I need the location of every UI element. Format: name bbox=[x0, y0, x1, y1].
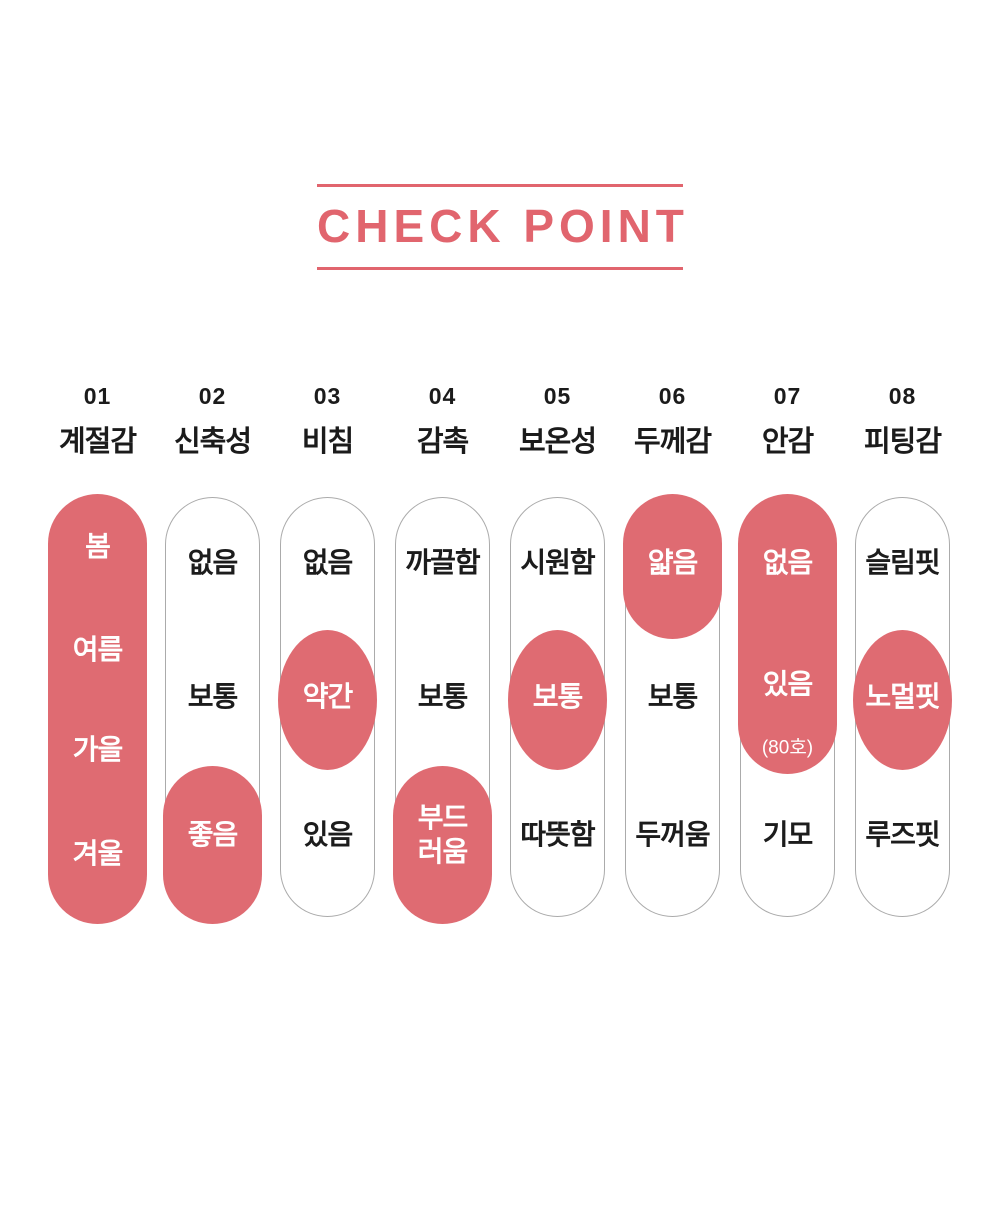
column-number: 03 bbox=[313, 382, 342, 409]
column-number: 05 bbox=[543, 382, 572, 409]
scale-option: 보통 bbox=[187, 680, 239, 712]
scale-option: 약간 bbox=[302, 680, 354, 712]
column-number: 07 bbox=[773, 382, 802, 409]
column-title: 안감 bbox=[761, 425, 814, 458]
option-sublabel: (80호) bbox=[761, 737, 814, 759]
page-title: CHECK POINT bbox=[317, 200, 689, 252]
option-scale: 없음 보통 좋음 bbox=[163, 496, 262, 924]
option-scale: 슬림핏 노멀핏 루즈핏 bbox=[853, 496, 952, 917]
scale-option: 두꺼움 bbox=[635, 818, 710, 850]
highlight-blob bbox=[278, 629, 377, 770]
highlight-blob bbox=[163, 765, 262, 924]
scale-option: 없음 bbox=[302, 546, 354, 578]
scale-option: 보통 bbox=[417, 680, 469, 712]
column-title: 신축성 bbox=[173, 425, 252, 458]
column-title: 비침 bbox=[301, 425, 354, 458]
column-warmth: 05 보온성 시원함 보통 따뜻함 bbox=[500, 383, 615, 917]
highlight-blob bbox=[393, 765, 492, 924]
checkpoint-header: CHECK POINT bbox=[317, 184, 689, 270]
attribute-columns: 01 계절감 봄 여름 가을 겨울 02 신축성 없음 보통 좋음 03 비침 … bbox=[0, 382, 1000, 924]
column-number: 08 bbox=[888, 382, 917, 409]
column-lining: 07 안감 없음 있음 (80호) 기모 bbox=[730, 383, 845, 917]
scale-option: 부드 러움 bbox=[417, 801, 469, 867]
scale-option: 여름 bbox=[72, 633, 124, 665]
scale-option: 기모 bbox=[762, 818, 814, 850]
scale-option: 루즈핏 bbox=[865, 818, 940, 850]
scale-option: 슬림핏 bbox=[865, 546, 940, 578]
column-texture: 04 감촉 까끌함 보통 부드 러움 bbox=[385, 382, 500, 924]
scale-option: 있음 (80호) bbox=[736, 633, 839, 794]
column-thickness: 06 두께감 얇음 보통 두꺼움 bbox=[615, 383, 730, 917]
column-title: 계절감 bbox=[58, 425, 137, 458]
column-number: 06 bbox=[658, 382, 687, 409]
column-title: 감촉 bbox=[416, 425, 469, 458]
header-top-rule bbox=[317, 184, 683, 187]
scale-option: 가을 bbox=[72, 733, 124, 765]
scale-option: 좋음 bbox=[187, 818, 239, 850]
option-scale: 까끌함 보통 부드 러움 bbox=[393, 496, 492, 924]
option-label: 있음 bbox=[762, 668, 814, 700]
highlight-blob bbox=[738, 493, 837, 774]
scale-option: 따뜻함 bbox=[520, 818, 595, 850]
scale-option: 까끌함 bbox=[405, 546, 480, 578]
option-scale: 없음 있음 (80호) 기모 bbox=[738, 493, 837, 917]
option-scale: 없음 약간 있음 bbox=[278, 496, 377, 917]
column-elasticity: 02 신축성 없음 보통 좋음 bbox=[155, 382, 270, 924]
scale-option: 보통 bbox=[532, 680, 584, 712]
scale-option: 없음 bbox=[187, 546, 239, 578]
highlight-blob bbox=[508, 629, 607, 770]
column-title: 두께감 bbox=[633, 425, 712, 458]
column-sheerness: 03 비침 없음 약간 있음 bbox=[270, 383, 385, 917]
option-scale: 시원함 보통 따뜻함 bbox=[508, 496, 607, 917]
header-bottom-rule bbox=[317, 266, 683, 270]
highlight-blob bbox=[623, 493, 722, 639]
column-number: 04 bbox=[428, 382, 457, 409]
scale-option: 얇음 bbox=[647, 546, 699, 578]
scale-option: 시원함 bbox=[520, 546, 595, 578]
column-title: 보온성 bbox=[518, 425, 597, 458]
column-number: 01 bbox=[83, 382, 112, 409]
scale-option: 봄 bbox=[85, 530, 111, 562]
scale-option: 있음 bbox=[302, 818, 354, 850]
option-scale: 얇음 보통 두꺼움 bbox=[623, 493, 722, 917]
column-title: 피팅감 bbox=[863, 425, 942, 458]
option-scale: 봄 여름 가을 겨울 bbox=[48, 493, 147, 924]
scale-option: 노멀핏 bbox=[865, 680, 940, 712]
scale-option: 겨울 bbox=[72, 837, 124, 869]
highlight-blob bbox=[853, 629, 952, 770]
scale-option: 없음 bbox=[762, 546, 814, 578]
highlight-blob bbox=[48, 493, 147, 924]
column-seasonality: 01 계절감 봄 여름 가을 겨울 bbox=[40, 382, 155, 924]
column-fit: 08 피팅감 슬림핏 노멀핏 루즈핏 bbox=[845, 383, 960, 917]
scale-option: 보통 bbox=[647, 680, 699, 712]
column-number: 02 bbox=[198, 382, 227, 409]
